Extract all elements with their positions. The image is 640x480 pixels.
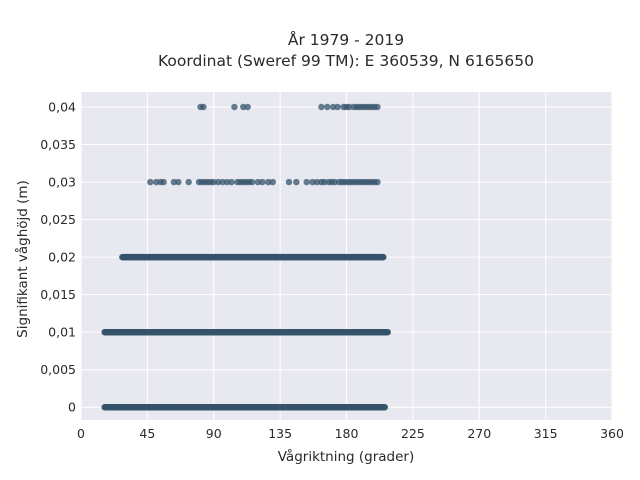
y-axis-ticks: 0 0,005 0,01 0,015 0,02 0,025 0,03 0,035 0,04 [40,100,76,415]
data-point [303,178,310,186]
y-tick-label: 0,025 [40,212,76,227]
data-point [381,404,389,411]
data-point [219,178,226,186]
y-tick-label: 0,03 [48,175,76,190]
data-point [374,103,381,111]
y-tick-label: 0,005 [40,362,76,377]
data-point [259,178,266,186]
x-tick-label: 135 [268,426,292,441]
x-tick-label: 360 [600,426,624,441]
data-point [313,178,321,186]
data-point [185,178,192,186]
chart-title: År 1979 - 2019 [288,30,404,49]
data-point [231,103,238,111]
data-point [228,178,235,186]
x-tick-label: 270 [467,426,491,441]
data-point [346,103,353,111]
x-axis-title: Vågriktning (grader) [278,448,415,465]
data-point [330,103,337,111]
x-tick-label: 0 [77,426,85,441]
data-points [101,103,391,411]
data-point [254,178,262,186]
y-tick-label: 0,015 [40,287,76,302]
data-point [384,328,391,336]
data-point [265,178,272,186]
x-tick-label: 180 [335,426,359,441]
x-tick-label: 225 [401,426,425,441]
data-point [293,178,300,186]
x-tick-label: 315 [534,426,558,441]
data-point [318,103,325,111]
x-axis-ticks: 0 45 90 135 180 225 270 315 360 [77,426,624,441]
data-point [210,178,217,186]
data-point [309,178,316,186]
data-point [200,103,207,111]
x-tick-label: 45 [139,426,155,441]
data-point [223,178,231,186]
data-point [374,178,381,186]
y-tick-label: 0,035 [40,137,76,152]
y-tick-label: 0,02 [48,250,76,265]
data-point [244,103,251,111]
data-point [248,178,256,186]
data-point [321,178,328,186]
y-tick-label: 0 [68,400,76,415]
data-point [240,103,247,111]
y-axis-title: Signifikant våghöjd (m) [14,180,31,338]
data-point [160,178,167,186]
chart-subtitle: Koordinat (Sweref 99 TM): E 360539, N 61… [158,52,534,70]
data-point [147,178,154,186]
y-tick-label: 0,01 [48,325,76,340]
data-point [175,178,182,186]
data-point [153,178,160,186]
data-point [324,103,331,111]
data-point [214,178,222,186]
data-point [285,178,293,186]
data-point [170,178,178,186]
data-point [269,178,276,186]
data-point [331,178,338,186]
data-point [380,253,387,261]
y-tick-label: 0,04 [48,100,76,115]
data-point [334,103,341,111]
x-tick-label: 90 [206,426,222,441]
